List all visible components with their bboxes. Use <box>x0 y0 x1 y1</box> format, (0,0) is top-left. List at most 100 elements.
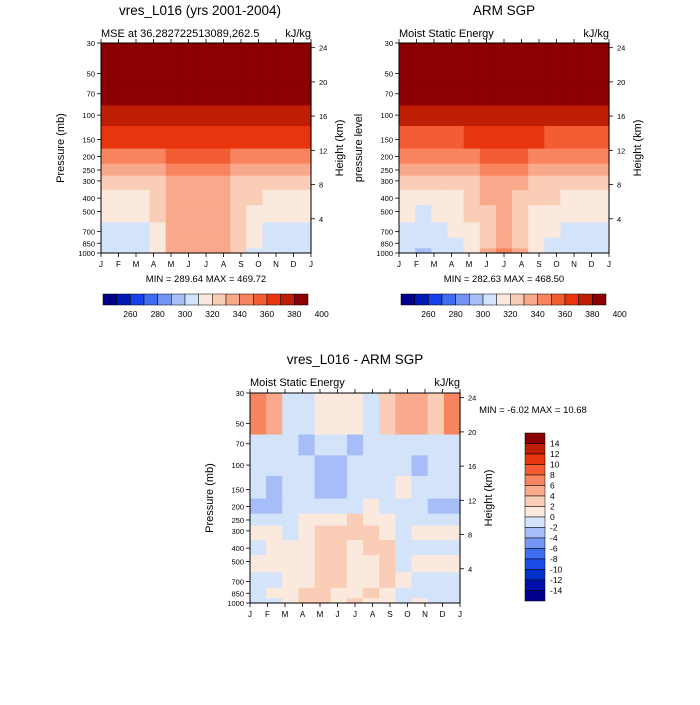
heatmap-cell <box>560 222 578 239</box>
heatmap-cell <box>230 222 247 239</box>
heatmap-cell <box>314 525 332 541</box>
heatmap-cell <box>165 126 183 150</box>
heatmap-cell <box>479 148 497 165</box>
heatmap-cell <box>395 476 413 500</box>
heatmap-cell <box>298 598 316 604</box>
heatmap-cell <box>330 587 348 599</box>
x-tick-label: M <box>431 260 438 269</box>
x-tick-label: M <box>133 260 140 269</box>
heatmap-cell <box>415 148 432 165</box>
heatmap-cell <box>544 237 562 249</box>
y-tick-label: 100 <box>82 111 95 120</box>
heatmap-cell <box>363 572 380 589</box>
heatmap-cell <box>266 455 283 477</box>
heatmap-cell <box>399 163 416 177</box>
panel-difference: vres_L016 - ARM SGP Moist Static Energy … <box>204 352 587 619</box>
colorbar-label: -8 <box>550 554 558 564</box>
heatmap-cell <box>282 525 300 541</box>
colorbar-swatch <box>428 293 443 306</box>
heatmap-cell <box>399 126 416 150</box>
heatmap-cell <box>512 175 529 191</box>
panel-model-mse: vres_L016 (yrs 2001-2004) MSE at 36.2827… <box>55 3 346 319</box>
heatmap-cell <box>447 148 465 165</box>
heatmap-cell <box>197 84 215 106</box>
heatmap-cell <box>463 190 481 206</box>
heatmap-cell <box>165 190 183 206</box>
heatmap-cell <box>117 163 134 177</box>
heatmap-cell <box>447 237 465 249</box>
heatmap-cell <box>165 222 183 239</box>
heatmap-cell <box>294 126 312 150</box>
right-tick-label: 20 <box>468 428 476 437</box>
heatmap-cell <box>447 43 465 86</box>
heatmap-cell <box>149 248 167 254</box>
heatmap-cell <box>298 455 316 477</box>
heatmap-cell <box>149 105 167 127</box>
y-tick-label: 150 <box>231 485 244 494</box>
panel3-contour-field <box>250 393 461 604</box>
y-tick-label: 200 <box>231 503 244 512</box>
heatmap-cell <box>133 175 151 191</box>
heatmap-cell <box>346 540 364 556</box>
heatmap-cell <box>101 205 118 224</box>
heatmap-cell <box>330 513 348 527</box>
heatmap-cell <box>479 163 497 177</box>
heatmap-cell <box>250 513 267 527</box>
heatmap-cell <box>117 43 134 86</box>
right-tick-label: 4 <box>468 565 472 574</box>
heatmap-cell <box>528 222 545 239</box>
heatmap-cell <box>314 393 332 436</box>
heatmap-cell <box>443 572 461 589</box>
heatmap-cell <box>165 148 183 165</box>
colorbar-swatch <box>253 293 268 306</box>
right-tick-label: 8 <box>468 531 472 540</box>
y-tick-label: 70 <box>236 440 244 449</box>
heatmap-cell <box>197 175 215 191</box>
heatmap-cell <box>592 84 610 106</box>
heatmap-cell <box>282 434 300 456</box>
heatmap-cell <box>427 513 445 527</box>
heatmap-cell <box>246 205 264 224</box>
heatmap-cell <box>395 513 413 527</box>
heatmap-cell <box>576 222 594 239</box>
heatmap-cell <box>463 222 481 239</box>
heatmap-cell <box>165 237 183 249</box>
heatmap-cell <box>250 476 267 500</box>
y-tick-label: 30 <box>385 39 393 48</box>
heatmap-cell <box>560 105 578 127</box>
colorbar-swatch <box>455 293 470 306</box>
x-tick-label: J <box>485 260 489 269</box>
panel1-colorbar: 260 280 300 320 340 360 380 400 <box>102 293 329 319</box>
heatmap-cell <box>149 163 167 177</box>
heatmap-cell <box>266 525 283 541</box>
heatmap-cell <box>495 237 513 249</box>
x-tick-label: J <box>607 260 611 269</box>
colorbar-swatch <box>441 293 456 306</box>
heatmap-cell <box>330 540 348 556</box>
heatmap-cell <box>346 455 364 477</box>
heatmap-cell <box>379 572 396 589</box>
heatmap-cell <box>214 248 231 254</box>
heatmap-cell <box>463 237 481 249</box>
right-tick-label: 16 <box>319 112 327 121</box>
heatmap-cell <box>346 513 364 527</box>
heatmap-cell <box>427 598 445 604</box>
heatmap-cell <box>165 43 183 86</box>
heatmap-cell <box>363 513 380 527</box>
heatmap-cell <box>294 43 312 86</box>
heatmap-cell <box>443 555 461 574</box>
heatmap-cell <box>576 148 594 165</box>
heatmap-cell <box>246 84 264 106</box>
right-tick-label: 4 <box>617 215 621 224</box>
heatmap-cell <box>463 43 481 86</box>
heatmap-cell <box>495 148 513 165</box>
panel2-contour-field <box>399 43 610 254</box>
heatmap-cell <box>262 126 280 150</box>
heatmap-cell <box>415 43 432 86</box>
heatmap-cell <box>528 163 545 177</box>
panel1-contour-field <box>101 43 312 254</box>
x-tick-label: J <box>187 260 191 269</box>
heatmap-cell <box>592 237 610 249</box>
y-tick-label: 150 <box>82 135 95 144</box>
